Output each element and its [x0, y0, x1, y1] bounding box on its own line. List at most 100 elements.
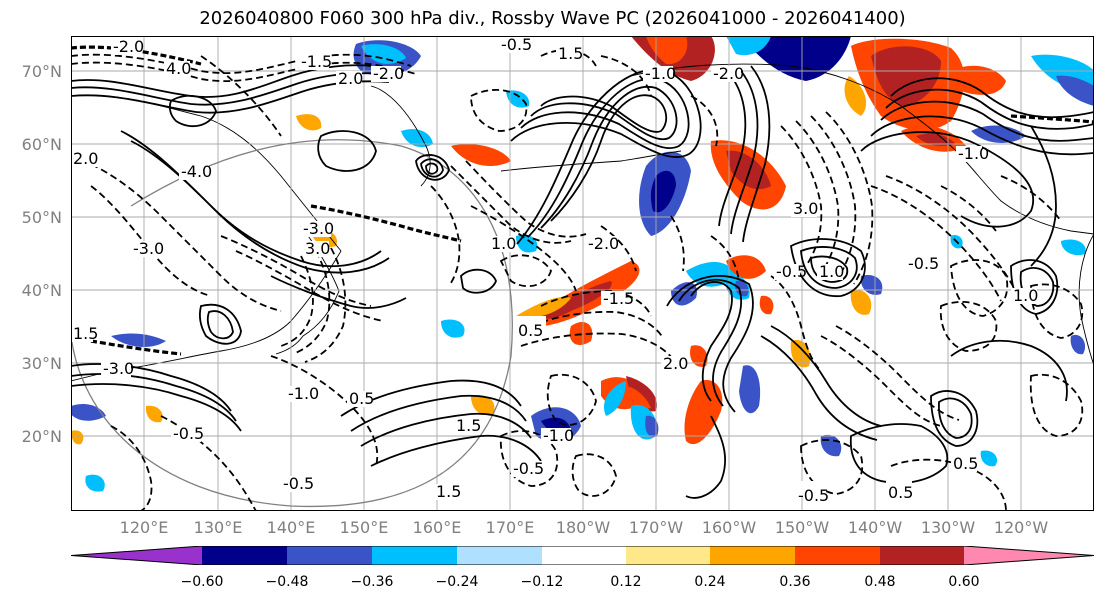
contour-line [810, 115, 857, 279]
contour-line [71, 61, 417, 82]
contour-line [350, 394, 527, 432]
contour-line [885, 88, 1094, 130]
contour-line [120, 130, 382, 268]
contour-line [1010, 114, 1094, 124]
contour-line [1030, 125, 1057, 267]
contour-line [450, 165, 572, 244]
label-bg [886, 481, 912, 497]
lon-label-120w: 120°W [993, 518, 1049, 537]
contour-line [885, 175, 1020, 299]
label-bg [817, 264, 843, 280]
contour-label: -3.0 [103, 359, 134, 378]
contour-line [678, 278, 743, 407]
colorbar-tick-label: 0.48 [864, 574, 896, 590]
label-bg [286, 386, 316, 402]
shade-patch [980, 450, 998, 467]
shade-patch [739, 365, 761, 414]
lon-label-150w: 150°W [774, 518, 830, 537]
contour-line [849, 423, 949, 484]
shade-patch [951, 65, 1006, 95]
map-panel[interactable]: -2.0 4.0 -1.5 2.0 -2.0 -0.5 -1.0 -2.0 2.… [71, 36, 1094, 511]
contour-line [710, 235, 740, 282]
label-bg [303, 241, 329, 257]
contour-label: -1.0 [645, 64, 676, 83]
contour-line [571, 453, 617, 497]
contour-line [890, 458, 1007, 511]
contour-line [760, 335, 878, 441]
label-bg [791, 201, 817, 217]
contour-line [870, 115, 1094, 156]
label-bg [164, 61, 190, 77]
contour-line [939, 300, 998, 352]
lon-label-130e: 130°E [193, 518, 243, 537]
shade-patch [506, 90, 530, 108]
label-bg [111, 39, 141, 55]
lon-label-170w: 170°W [628, 518, 684, 537]
contour-label: 1.0 [819, 262, 844, 281]
contour-label: 2.0 [663, 354, 688, 373]
contour-line [420, 158, 444, 178]
contour-line [130, 140, 390, 274]
contour-label: 0.5 [349, 389, 374, 408]
label-bg [711, 66, 741, 82]
region-circle [71, 139, 513, 508]
label-bg [301, 221, 331, 237]
contour-line [730, 70, 759, 235]
shade-patch [1056, 75, 1094, 106]
shade-patch [451, 144, 511, 166]
label-bg [601, 291, 627, 307]
contour-line [880, 100, 1094, 142]
shade-patch [361, 44, 406, 64]
contour-line [90, 339, 182, 356]
label-bg [516, 316, 546, 332]
contour-line [520, 77, 690, 237]
contour-label: 0.5 [953, 454, 978, 473]
contour-line [795, 120, 840, 273]
lon-label-150e: 150°E [339, 518, 389, 537]
contour-label: 3.0 [305, 239, 330, 258]
label-bg [556, 46, 582, 62]
shade-patch [296, 114, 322, 131]
map-title: 2026040800 F060 300 hPa div., Rossby Wav… [199, 8, 906, 29]
lon-label-160e: 160°E [412, 518, 462, 537]
contour-line [317, 130, 377, 172]
contour-label: -1.0 [288, 384, 319, 403]
lat-label-60n: 60°N [21, 135, 62, 154]
colorbar-tick-label: −0.24 [435, 574, 479, 590]
label-bg [336, 71, 362, 87]
shade-patch [626, 376, 657, 412]
shade-patch [85, 474, 105, 492]
lon-label-120e: 120°E [119, 518, 169, 537]
colorbar-segment [710, 546, 795, 565]
contour-line [890, 77, 1094, 119]
contour-label: 0.5 [888, 483, 913, 502]
shade-patch [626, 386, 651, 409]
label-bg [454, 418, 480, 434]
contour-line [690, 95, 719, 147]
shade-patch [1070, 334, 1086, 355]
label-bg [347, 391, 373, 407]
label-bg [586, 236, 616, 252]
contour-label: -2.0 [373, 64, 404, 83]
contour-line [600, 225, 637, 272]
contour-line [470, 89, 528, 132]
label-bg [499, 37, 529, 53]
lon-label-170e: 170°E [485, 518, 535, 537]
contour-line [770, 275, 822, 372]
colorbar-segment [202, 546, 287, 565]
lon-label-140e: 140°E [266, 518, 316, 537]
map-canvas[interactable]: -2.0 4.0 -1.5 2.0 -2.0 -0.5 -1.0 -2.0 2.… [71, 36, 1094, 511]
contour-line [780, 125, 823, 267]
contour-line [520, 332, 676, 363]
contour-line [800, 246, 858, 289]
contour-line [938, 397, 973, 439]
label-bg [1011, 288, 1037, 304]
label-bg [956, 146, 982, 162]
label-bg [179, 164, 209, 180]
colorbar-tick-label: −0.48 [265, 574, 309, 590]
shade-patch [684, 380, 723, 445]
label-bg [643, 66, 673, 82]
contour-line [110, 425, 153, 511]
contour-line [465, 160, 587, 238]
colorbar-segment-under [71, 546, 202, 565]
